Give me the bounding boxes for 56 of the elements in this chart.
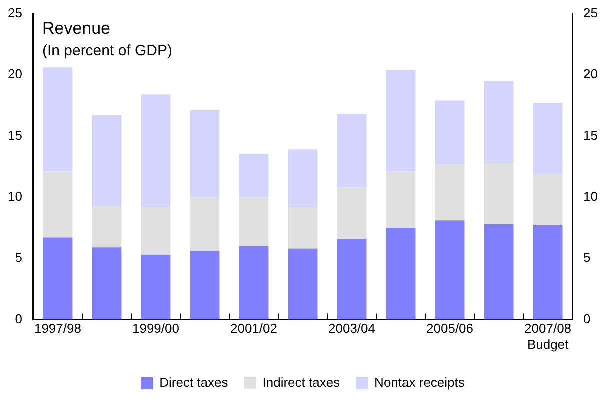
bar [435, 164, 465, 221]
x-tick-label: 2003/04 [328, 321, 376, 336]
bar [239, 154, 269, 198]
bar [533, 174, 563, 226]
bar [484, 163, 514, 224]
y2-tick-label: 0 [584, 311, 591, 326]
chart-title: Revenue [42, 18, 111, 38]
y-tick-label: 25 [8, 5, 22, 20]
bar [92, 115, 122, 206]
bar [92, 206, 122, 248]
bar [533, 103, 563, 174]
bar [141, 94, 171, 208]
bar [92, 248, 122, 320]
bar [190, 197, 220, 252]
bar [386, 172, 416, 228]
legend-label: Nontax receipts [374, 375, 466, 390]
bar [239, 197, 269, 246]
y-tick-label: 15 [8, 128, 22, 143]
x-tick-label: 1999/00 [132, 321, 180, 336]
y2-tick-label: 10 [584, 188, 598, 204]
bar [386, 70, 416, 172]
legend-label: Indirect taxes [262, 375, 341, 390]
bar [337, 239, 367, 320]
bar [337, 114, 367, 188]
text: (In percent of GDP) [42, 42, 173, 60]
legend-label: Direct taxes [160, 375, 229, 390]
bar [533, 226, 563, 320]
y2-tick-label: 20 [584, 66, 598, 82]
bar [43, 238, 73, 320]
y-tick-label: 20 [8, 66, 22, 82]
y2-tick-label: 15 [584, 128, 598, 143]
y-tick-label: 10 [8, 188, 22, 204]
y2-tick-label: 5 [584, 250, 591, 266]
bar [141, 254, 171, 320]
bar [288, 207, 318, 249]
bar [435, 220, 465, 320]
bar [288, 248, 318, 320]
bar [43, 172, 73, 238]
x-tick-label: 2001/02 [230, 321, 278, 336]
x-tick-label: 2005/06 [426, 321, 474, 336]
bar [239, 246, 269, 320]
bar [288, 150, 318, 208]
x-tick-label: 2007/08 Budget [524, 321, 572, 352]
bar [141, 207, 171, 255]
bar [435, 100, 465, 164]
bar [190, 251, 220, 320]
bar [484, 81, 514, 164]
bar [337, 188, 367, 240]
y-tick-label: 5 [15, 250, 22, 266]
bar [484, 224, 514, 320]
bar [190, 110, 220, 198]
y2-tick-label: 25 [584, 5, 598, 20]
y-tick-label: 0 [15, 311, 22, 326]
bar [386, 228, 416, 320]
x-tick-label: 1997/98 [34, 321, 82, 336]
bar [43, 68, 73, 172]
